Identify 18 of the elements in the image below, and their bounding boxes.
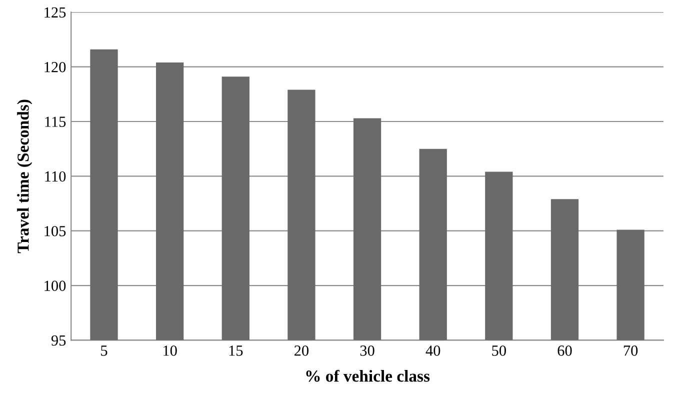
y-tick-label: 125 — [44, 7, 66, 18]
y-tick-label: 95 — [51, 335, 66, 346]
y-tick-label: 100 — [44, 280, 66, 291]
x-tick-label: 70 — [624, 346, 638, 356]
y-tick-label: 120 — [44, 62, 66, 72]
y-tick-label: 110 — [45, 171, 66, 182]
y-tick-label: 115 — [45, 116, 66, 127]
y-tick-label: 105 — [44, 226, 66, 236]
y-axis-title: Travel time (Seconds) — [17, 100, 32, 254]
x-tick-label: 50 — [492, 346, 506, 356]
x-tick-label: 5 — [101, 346, 108, 356]
x-tick-label: 30 — [360, 346, 374, 356]
x-axis-title: % of vehicle class — [306, 370, 430, 382]
x-tick-label: 10 — [164, 346, 177, 356]
x-tick-label: 60 — [558, 346, 572, 356]
x-tick-label: 20 — [294, 346, 309, 356]
x-tick-label: 40 — [426, 346, 440, 356]
x-tick-label: 15 — [229, 346, 243, 356]
